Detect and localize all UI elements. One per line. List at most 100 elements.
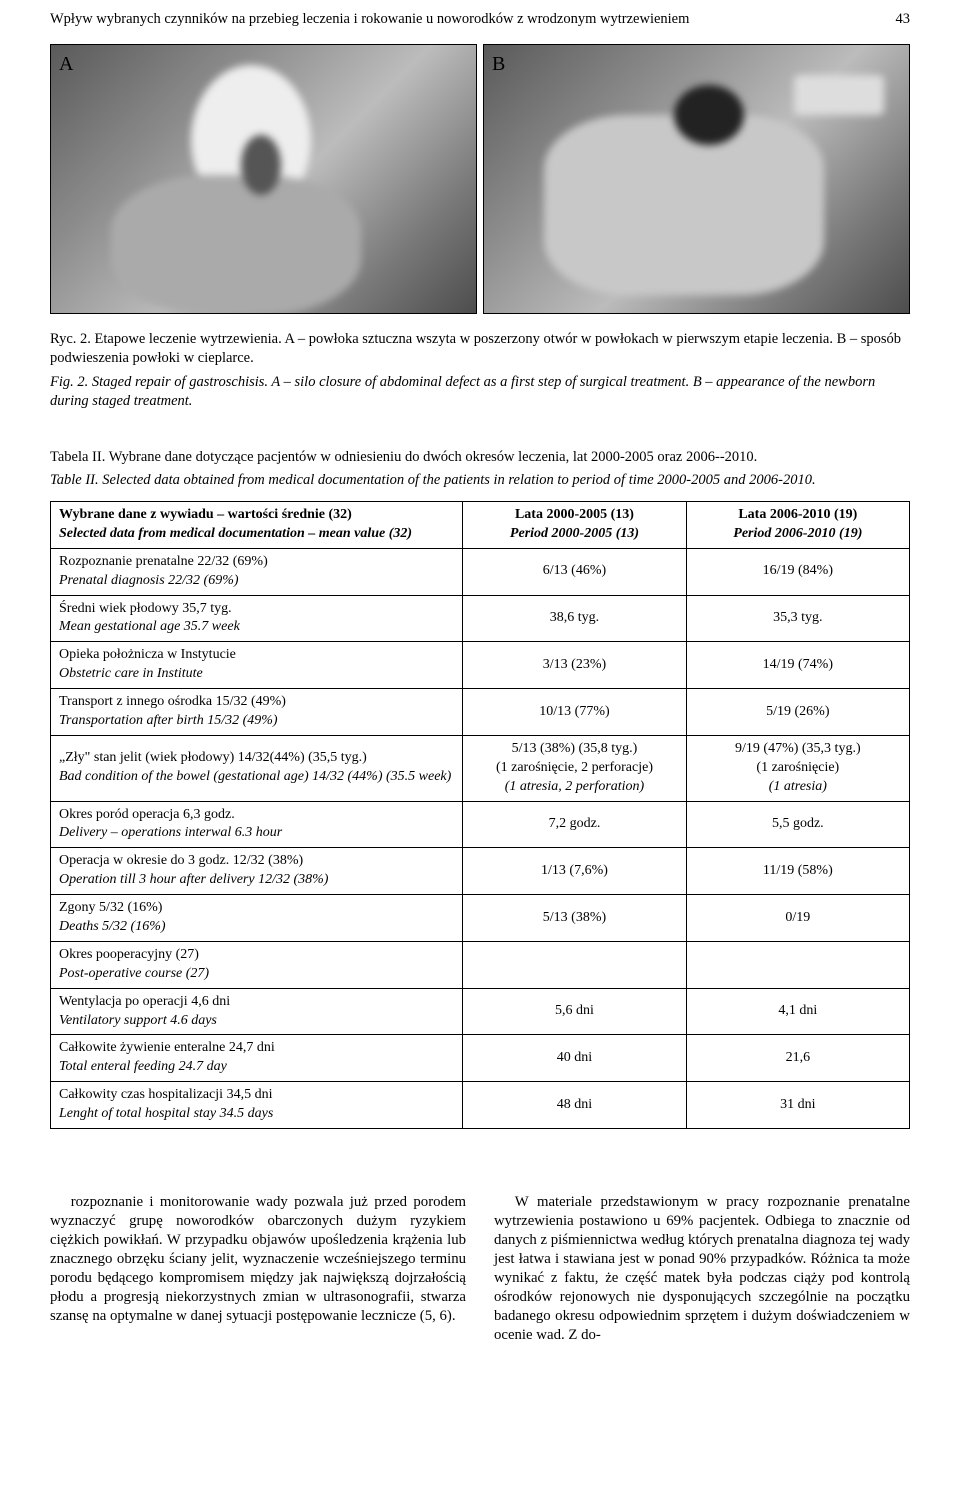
table-cell-label: Transport z innego ośrodka 15/32 (49%) Tr…: [51, 689, 463, 736]
panel-letter-a: A: [59, 51, 73, 78]
cell-label-pl: Całkowite żywienie enteralne 24,7 dni: [59, 1040, 275, 1055]
cell-label-pl: Wentylacja po operacji 4,6 dni: [59, 994, 230, 1009]
table-cell-period2: 16/19 (84%): [686, 548, 909, 595]
data-table: Wybrane dane z wywiadu – wartości średni…: [50, 501, 910, 1129]
cell-label-pl: Rozpoznanie prenatalne 22/32 (69%): [59, 554, 268, 569]
table-cell-period2: 5/19 (26%): [686, 689, 909, 736]
figure-caption-en: Fig. 2. Staged repair of gastroschisis. …: [50, 373, 910, 412]
cell-label-pl: Okres pooperacyjny (27): [59, 947, 199, 962]
table-row: Całkowity czas hospitalizacji 34,5 dni Le…: [51, 1082, 910, 1129]
table-cell-period1: 5,6 dni: [463, 988, 686, 1035]
table-cell-label: Zgony 5/32 (16%) Deaths 5/32 (16%): [51, 895, 463, 942]
th3-en: Period 2006-2010 (19): [695, 525, 901, 544]
table-cell-period2: 9/19 (47%) (35,3 tyg.)(1 zarośnięcie)(1 …: [686, 735, 909, 801]
figure-row: A B: [50, 44, 910, 314]
table-row: Operacja w okresie do 3 godz. 12/32 (38%…: [51, 848, 910, 895]
table-cell-label: „Zły" stan jelit (wiek płodowy) 14/32(44…: [51, 735, 463, 801]
th2-en: Period 2000-2005 (13): [471, 525, 677, 544]
table-caption-en: Table II. Selected data obtained from me…: [102, 471, 910, 491]
table-cell-period1: 1/13 (7,6%): [463, 848, 686, 895]
table-cell-period2: [686, 941, 909, 988]
cell-label-en: Obstetric care in Institute: [59, 665, 454, 684]
table-caption-pl: Tabela II. Wybrane dane dotyczące pacjen…: [102, 448, 910, 468]
table-cell-period1: 3/13 (23%): [463, 642, 686, 689]
table-cell-label: Całkowite żywienie enteralne 24,7 dni Tot…: [51, 1035, 463, 1082]
table-cell-label: Okres pooperacyjny (27) Post-operative co…: [51, 941, 463, 988]
table-cell-label: Średni wiek płodowy 35,7 tyg. Mean gestat…: [51, 595, 463, 642]
table-cell-label: Całkowity czas hospitalizacji 34,5 dni Le…: [51, 1082, 463, 1129]
cell-label-en: Deaths 5/32 (16%): [59, 918, 454, 937]
cell-label-pl: Całkowity czas hospitalizacji 34,5 dni: [59, 1087, 272, 1102]
table-cell-period2: 14/19 (74%): [686, 642, 909, 689]
page-number: 43: [896, 10, 911, 30]
th1-pl: Wybrane dane z wywiadu – wartości średni…: [59, 507, 352, 522]
table-cell-period1: 5/13 (38%) (35,8 tyg.)(1 zarośnięcie, 2 …: [463, 735, 686, 801]
cell-label-en: Lenght of total hospital stay 34.5 days: [59, 1105, 454, 1124]
table-cell-label: Wentylacja po operacji 4,6 dni Ventilator…: [51, 988, 463, 1035]
table-cell-label: Okres poród operacja 6,3 godz. Delivery –…: [51, 801, 463, 848]
table-cell-period2: 31 dni: [686, 1082, 909, 1129]
table-cell-period1: 7,2 godz.: [463, 801, 686, 848]
cell-label-en: Ventilatory support 4.6 days: [59, 1012, 454, 1031]
table-cell-period2: 0/19: [686, 895, 909, 942]
table-row: Średni wiek płodowy 35,7 tyg. Mean gestat…: [51, 595, 910, 642]
cell-label-en: Bad condition of the bowel (gestational …: [59, 768, 454, 787]
table-cell-period1: 5/13 (38%): [463, 895, 686, 942]
table-row: Zgony 5/32 (16%) Deaths 5/32 (16%) 5/13 (3…: [51, 895, 910, 942]
table-row: Okres pooperacyjny (27) Post-operative co…: [51, 941, 910, 988]
table-cell-period1: 40 dni: [463, 1035, 686, 1082]
th2-pl: Lata 2000-2005 (13): [515, 507, 634, 522]
cell-label-en: Delivery – operations interwal 6.3 hour: [59, 824, 454, 843]
table-row: Wentylacja po operacji 4,6 dni Ventilator…: [51, 988, 910, 1035]
cell-label-pl: Zgony 5/32 (16%): [59, 900, 162, 915]
figure-caption-pl: Ryc. 2. Etapowe leczenie wytrzewienia. A…: [50, 330, 910, 369]
body-left-column: rozpoznanie i monitorowanie wady pozwala…: [50, 1193, 466, 1345]
cell-label-en: Prenatal diagnosis 22/32 (69%): [59, 572, 454, 591]
cell-label-en: Post-operative course (27): [59, 965, 454, 984]
figure-caption: Ryc. 2. Etapowe leczenie wytrzewienia. A…: [50, 330, 910, 412]
figure-panel-b: B: [483, 44, 910, 314]
table-cell-period1: 48 dni: [463, 1082, 686, 1129]
table-cell-period1: 6/13 (46%): [463, 548, 686, 595]
table-row: „Zły" stan jelit (wiek płodowy) 14/32(44…: [51, 735, 910, 801]
table-cell-period1: 10/13 (77%): [463, 689, 686, 736]
table-header-col2: Lata 2000-2005 (13) Period 2000-2005 (13…: [463, 501, 686, 548]
table-row: Okres poród operacja 6,3 godz. Delivery –…: [51, 801, 910, 848]
table-cell-period1: 38,6 tyg.: [463, 595, 686, 642]
cell-label-en: Total enteral feeding 24.7 day: [59, 1058, 454, 1077]
table-cell-label: Operacja w okresie do 3 godz. 12/32 (38%…: [51, 848, 463, 895]
body-text-columns: rozpoznanie i monitorowanie wady pozwala…: [50, 1193, 910, 1345]
table-cell-label: Rozpoznanie prenatalne 22/32 (69%) Prenat…: [51, 548, 463, 595]
figure-panel-a: A: [50, 44, 477, 314]
cell-label-pl: Transport z innego ośrodka 15/32 (49%): [59, 694, 286, 709]
table-cell-period2: 21,6: [686, 1035, 909, 1082]
table-cell-period2: 35,3 tyg.: [686, 595, 909, 642]
cell-label-en: Mean gestational age 35.7 week: [59, 618, 454, 637]
table-cell-period1: [463, 941, 686, 988]
running-head: Wpływ wybranych czynników na przebieg le…: [50, 10, 910, 30]
table-row: Całkowite żywienie enteralne 24,7 dni Tot…: [51, 1035, 910, 1082]
cell-label-pl: Operacja w okresie do 3 godz. 12/32 (38%…: [59, 853, 303, 868]
table-cell-label: Opieka położnicza w Instytucie Obstetric …: [51, 642, 463, 689]
th3-pl: Lata 2006-2010 (19): [738, 507, 857, 522]
table-cell-period2: 5,5 godz.: [686, 801, 909, 848]
body-left-para: rozpoznanie i monitorowanie wady pozwala…: [50, 1193, 466, 1326]
cell-label-pl: Okres poród operacja 6,3 godz.: [59, 807, 235, 822]
table-caption: Tabela II. Wybrane dane dotyczące pacjen…: [50, 448, 910, 491]
cell-label-pl: „Zły" stan jelit (wiek płodowy) 14/32(44…: [59, 750, 367, 765]
cell-label-pl: Średni wiek płodowy 35,7 tyg.: [59, 601, 232, 616]
running-title: Wpływ wybranych czynników na przebieg le…: [50, 10, 689, 30]
th1-en: Selected data from medical documentation…: [59, 525, 454, 544]
table-header-col3: Lata 2006-2010 (19) Period 2006-2010 (19…: [686, 501, 909, 548]
table-row: Rozpoznanie prenatalne 22/32 (69%) Prenat…: [51, 548, 910, 595]
cell-label-en: Transportation after birth 15/32 (49%): [59, 712, 454, 731]
body-right-para: W materiale przedstawionym w pracy rozpo…: [494, 1193, 910, 1345]
table-header-row: Wybrane dane z wywiadu – wartości średni…: [51, 501, 910, 548]
table-cell-period2: 11/19 (58%): [686, 848, 909, 895]
body-right-column: W materiale przedstawionym w pracy rozpo…: [494, 1193, 910, 1345]
panel-letter-b: B: [492, 51, 505, 78]
cell-label-en: Operation till 3 hour after delivery 12/…: [59, 871, 454, 890]
table-cell-period2: 4,1 dni: [686, 988, 909, 1035]
table-row: Transport z innego ośrodka 15/32 (49%) Tr…: [51, 689, 910, 736]
cell-label-pl: Opieka położnicza w Instytucie: [59, 647, 236, 662]
